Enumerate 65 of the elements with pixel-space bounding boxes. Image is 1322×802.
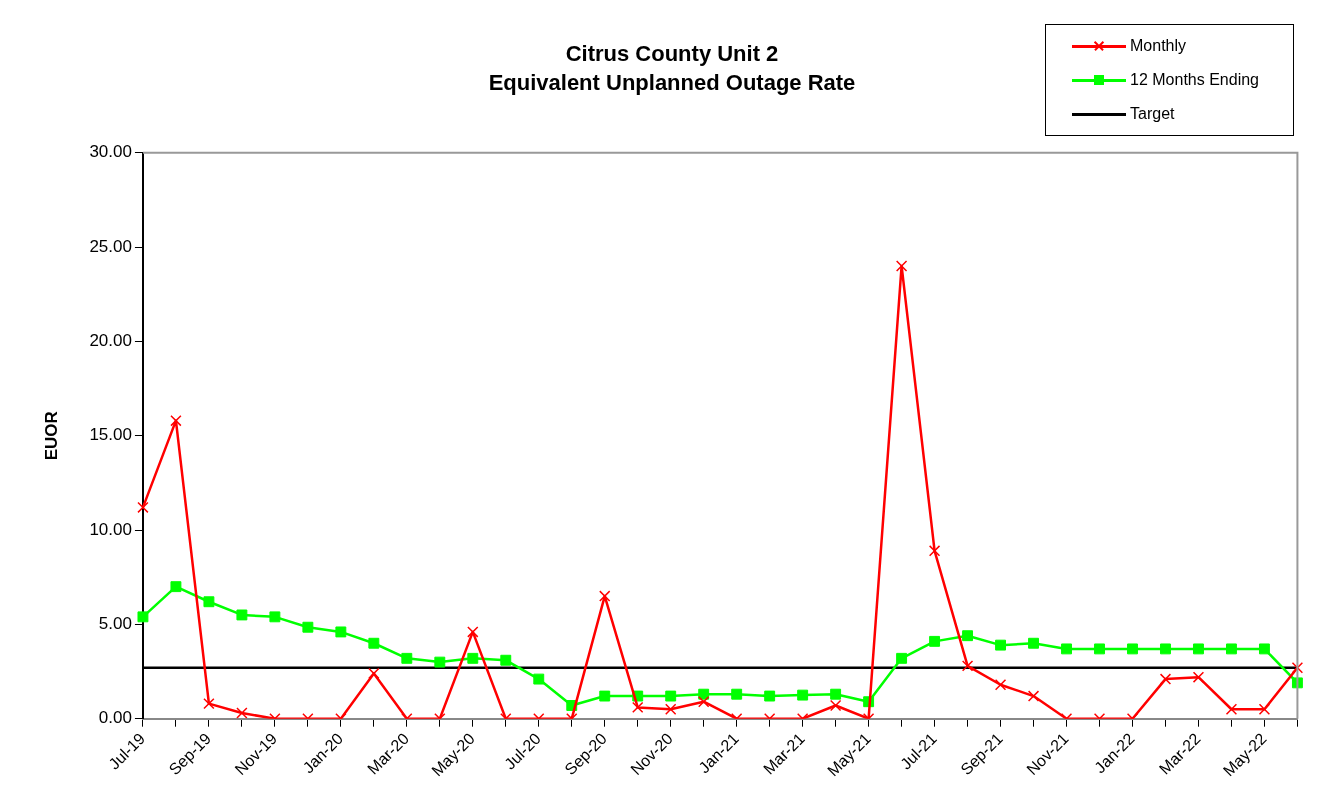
point — [335, 626, 347, 638]
y-tick-label: 30.00 — [89, 142, 132, 162]
point — [1028, 637, 1039, 649]
y-tick-label: 20.00 — [89, 331, 132, 351]
point — [137, 611, 149, 623]
point — [994, 679, 1007, 691]
point — [1192, 671, 1205, 683]
point — [203, 596, 215, 608]
point — [962, 630, 974, 642]
point — [697, 696, 710, 708]
point — [533, 673, 545, 685]
point — [236, 609, 248, 621]
point — [896, 652, 908, 664]
point — [830, 688, 842, 700]
point — [1291, 662, 1304, 674]
point — [632, 701, 644, 714]
point — [665, 703, 677, 715]
point — [1193, 643, 1204, 655]
point — [137, 501, 149, 514]
point — [1226, 643, 1237, 655]
point — [895, 260, 908, 272]
point — [269, 611, 281, 623]
point — [665, 690, 677, 702]
point — [1094, 643, 1105, 655]
chart-subtitle: Equivalent Unplanned Outage Rate — [488, 69, 856, 95]
point — [599, 690, 611, 702]
y-axis-title: EUOR — [41, 411, 61, 461]
point — [1160, 643, 1171, 655]
point — [829, 699, 842, 712]
y-tick-label: 10.00 — [89, 519, 132, 539]
legend-label: Target — [1130, 105, 1175, 123]
point — [1258, 643, 1270, 655]
point — [368, 637, 380, 649]
point — [764, 690, 776, 702]
legend-label: 12 Months Ending — [1130, 71, 1259, 89]
y-tick-label: 0.00 — [98, 708, 132, 728]
point — [1027, 690, 1040, 702]
point — [929, 635, 941, 647]
point — [1258, 703, 1271, 715]
point — [170, 581, 182, 593]
point — [467, 652, 479, 664]
point — [170, 414, 182, 427]
point — [401, 652, 413, 664]
point — [928, 545, 941, 557]
point — [1159, 673, 1172, 685]
point — [434, 656, 446, 668]
point — [797, 689, 809, 701]
point — [500, 654, 512, 666]
point — [467, 626, 479, 638]
point — [236, 707, 248, 719]
point — [599, 590, 611, 602]
point — [1127, 643, 1138, 655]
chart-title: Citrus County Unit 2 — [565, 41, 779, 67]
point — [731, 688, 743, 700]
point — [961, 660, 974, 672]
y-tick-label: 15.00 — [89, 425, 132, 445]
legend-label: Monthly — [1130, 37, 1187, 55]
y-tick-label: 25.00 — [89, 236, 132, 256]
point — [302, 621, 314, 633]
point — [1225, 703, 1238, 715]
point — [368, 667, 380, 680]
point — [995, 639, 1007, 651]
point — [203, 697, 215, 710]
y-tick-label: 5.00 — [98, 614, 132, 634]
point — [1061, 643, 1072, 655]
